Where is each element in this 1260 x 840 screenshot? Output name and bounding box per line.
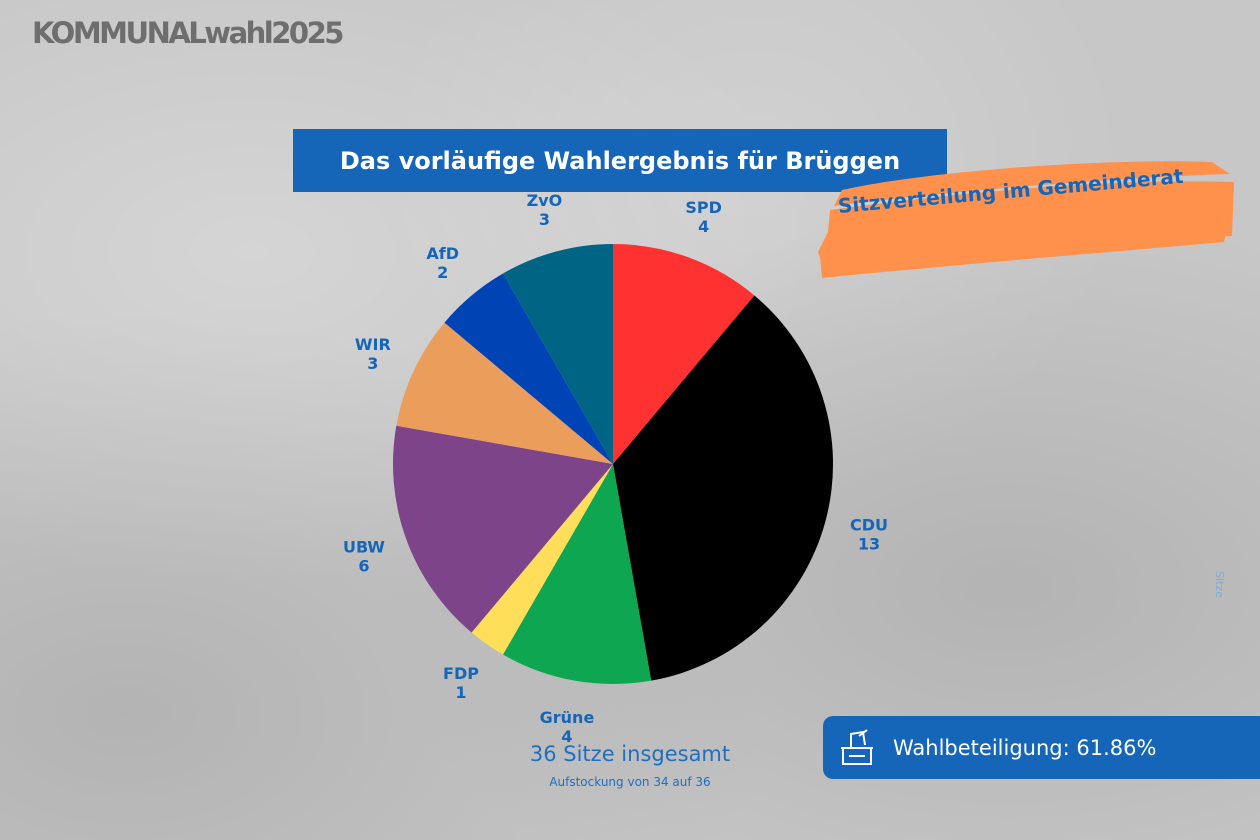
pie-slice-cdu	[613, 295, 833, 681]
brand-logo: KOMMUNALwahl2025	[32, 16, 344, 50]
highlight-brush-stroke	[818, 161, 1234, 278]
chart-title: Das vorläufige Wahlergebnis für Brüggen	[339, 146, 901, 175]
total-seats-label: 36 Sitze insgesamt	[529, 742, 731, 766]
ballot-box-icon	[841, 728, 873, 765]
slice-label-wir: WIR 3	[355, 335, 391, 373]
slice-label-spd: SPD 4	[685, 198, 722, 236]
voter-turnout-badge: Wahlbeteiligung: 61.86%	[823, 716, 1260, 779]
slice-label-fdp: FDP 1	[443, 664, 479, 702]
voter-turnout-text: Wahlbeteiligung: 61.86%	[893, 735, 1157, 760]
slice-label-gr-ne: Grüne 4	[540, 708, 595, 746]
pie-slice-wir	[396, 322, 613, 464]
pie-slice-zvo	[503, 244, 613, 464]
seat-increase-note: Aufstockung von 34 auf 36	[549, 775, 711, 789]
slice-label-cdu: CDU 13	[850, 516, 888, 554]
pie-slice-ubw	[393, 425, 613, 633]
pie-slice-spd	[613, 244, 755, 464]
chart-title-banner: Das vorläufige Wahlergebnis für Brüggen	[293, 129, 947, 192]
slice-label-zvo: ZvO 3	[527, 191, 563, 229]
pie-slice-fdp	[471, 464, 613, 655]
slice-label-ubw: UBW 6	[343, 538, 385, 576]
slice-label-afd: AfD 2	[426, 244, 459, 282]
vertical-unit-label: Sitze	[1212, 571, 1226, 598]
pie-slice-gr-ne	[503, 464, 652, 684]
pie-slice-afd	[444, 273, 613, 464]
